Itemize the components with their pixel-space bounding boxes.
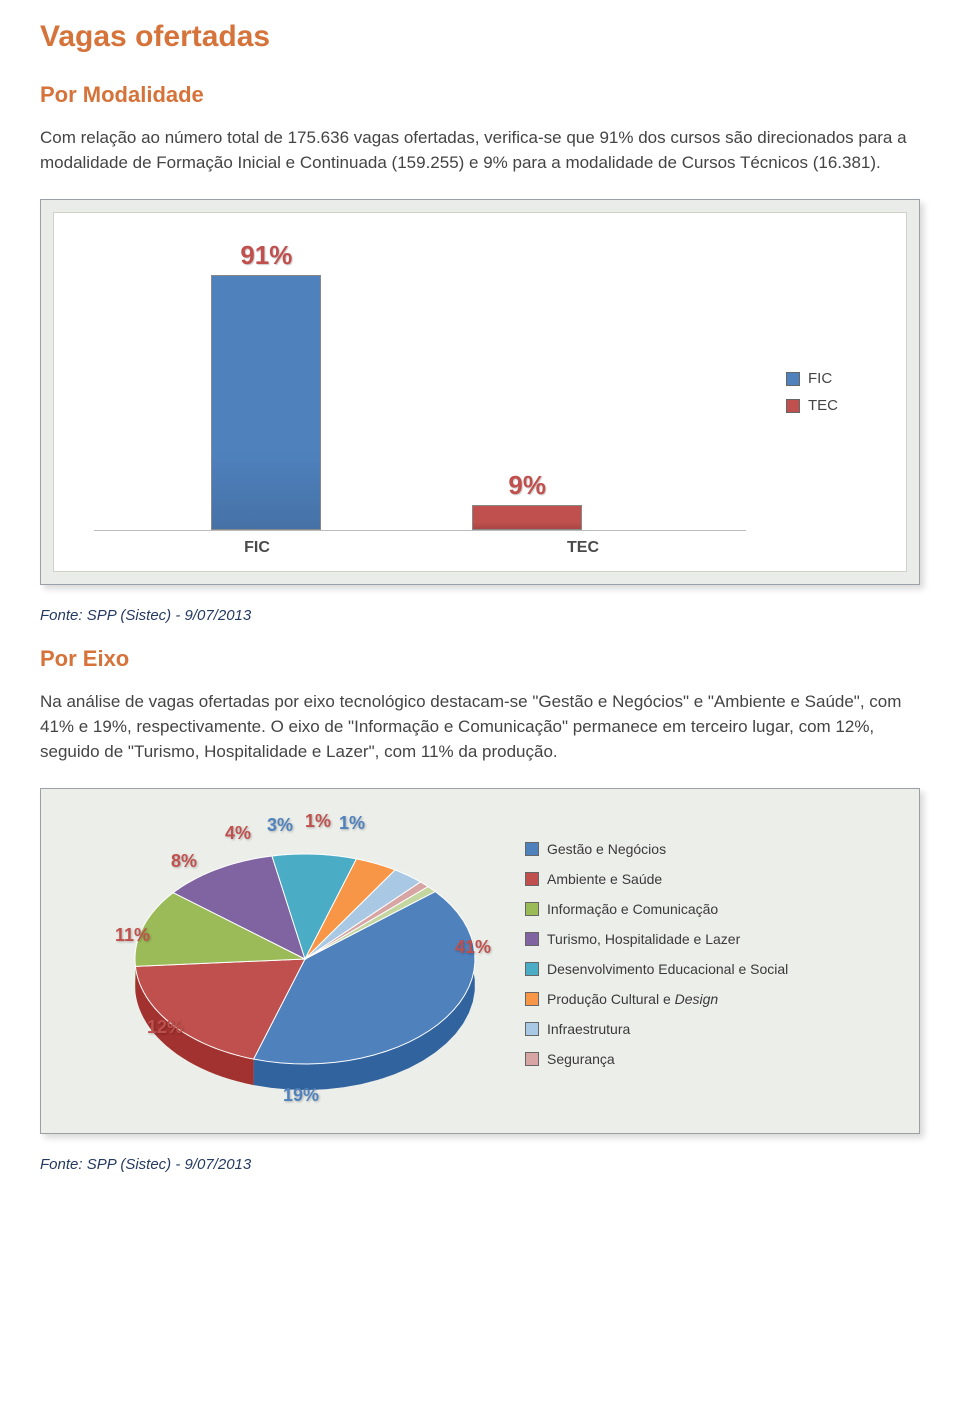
pie-pct-cultura: 4% (225, 823, 251, 844)
legend-label: Turismo, Hospitalidade e Lazer (547, 931, 740, 947)
legend-swatch (525, 992, 539, 1006)
bar-chart-frame: 91%9% FICTEC FICTEC (40, 199, 920, 585)
pie-legend-item-turismo: Turismo, Hospitalidade e Lazer (525, 931, 905, 947)
bar-FIC: 91% (211, 240, 321, 530)
legend-label: Infraestrutura (547, 1021, 630, 1037)
pie-legend-item-ambiente: Ambiente e Saúde (525, 871, 905, 887)
pie-legend-item-gestao: Gestão e Negócios (525, 841, 905, 857)
paragraph-eixo: Na análise de vagas ofertadas por eixo t… (40, 690, 920, 764)
bar-plot-area: 91% 9% FICTEC (54, 213, 786, 571)
pie-pct-turismo: 11% (115, 925, 150, 946)
pie-chart: 41% 19% 12% 11% 8% 4% 3% 1% 1% (55, 799, 515, 1109)
legend-label: Gestão e Negócios (547, 841, 666, 857)
bar-value-label: 9% (508, 470, 546, 501)
bar-legend: FIC TEC (786, 213, 906, 571)
legend-item-fic: FIC (786, 370, 896, 387)
pie-legend: Gestão e Negócios Ambiente e Saúde Informa… (515, 841, 905, 1067)
pie-pct-info: 12% (147, 1017, 183, 1038)
legend-item-tec: TEC (786, 397, 896, 414)
pie-legend-item-infra: Infraestrutura (525, 1021, 905, 1037)
pie-legend-item-desenv: Desenvolvimento Educacional e Social (525, 961, 905, 977)
bar-rect (472, 505, 582, 530)
bar-value-label: 91% (240, 240, 292, 271)
legend-swatch (525, 962, 539, 976)
pie-legend-item-info: Informação e Comunicação (525, 901, 905, 917)
legend-swatch (525, 902, 539, 916)
pie-pct-gestao: 41% (455, 937, 491, 958)
pie-pct-infra: 3% (267, 815, 293, 836)
source-line-1: Fonte: SPP (Sistec) - 9/07/2013 (40, 607, 920, 624)
bar-TEC: 9% (472, 470, 582, 530)
pie-pct-outro: 1% (339, 813, 365, 834)
page-title: Vagas ofertadas (40, 20, 920, 54)
bar-axis-label: FIC (94, 531, 420, 557)
pie-pct-desenv: 8% (171, 851, 197, 872)
legend-swatch (525, 872, 539, 886)
bar-axis-label: TEC (420, 531, 746, 557)
source-line-2: Fonte: SPP (Sistec) - 9/07/2013 (40, 1156, 920, 1173)
legend-label: Informação e Comunicação (547, 901, 718, 917)
pie-legend-item-seguranca: Segurança (525, 1051, 905, 1067)
bar-rect (211, 275, 321, 530)
legend-swatch (525, 1052, 539, 1066)
legend-swatch (786, 399, 800, 413)
legend-swatch (525, 842, 539, 856)
pie-chart-frame: 41% 19% 12% 11% 8% 4% 3% 1% 1% Gestão e Negócios… (40, 788, 920, 1134)
section-eixo-heading: Por Eixo (40, 646, 920, 672)
legend-label: Segurança (547, 1051, 615, 1067)
pie-legend-item-cultura: Produção Cultural e Design (525, 991, 905, 1007)
paragraph-modalidade: Com relação ao número total de 175.636 v… (40, 126, 920, 175)
legend-label: Ambiente e Saúde (547, 871, 662, 887)
legend-label: Desenvolvimento Educacional e Social (547, 961, 788, 977)
legend-label: TEC (808, 397, 838, 414)
legend-label: FIC (808, 370, 832, 387)
pie-pct-seguranca: 1% (305, 811, 331, 832)
legend-swatch (525, 932, 539, 946)
section-modalidade-heading: Por Modalidade (40, 82, 920, 108)
legend-swatch (786, 372, 800, 386)
legend-label: Produção Cultural e Design (547, 991, 718, 1007)
legend-swatch (525, 1022, 539, 1036)
pie-pct-ambiente: 19% (283, 1085, 319, 1106)
bar-chart: 91%9% FICTEC FICTEC (53, 212, 907, 572)
